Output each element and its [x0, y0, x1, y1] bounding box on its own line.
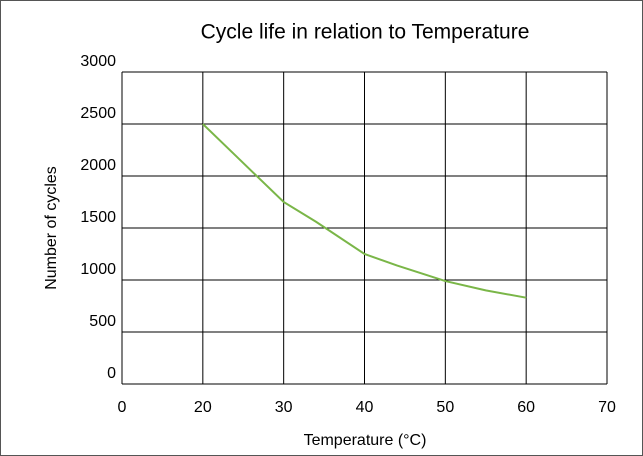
y-tick-label: 500 — [89, 313, 116, 330]
y-tick-label: 2000 — [80, 157, 116, 174]
chart-title: Cycle life in relation to Temperature — [201, 21, 530, 44]
x-tick-label: 0 — [118, 399, 127, 416]
x-tick-label: 70 — [598, 399, 616, 416]
data-line — [202, 123, 527, 299]
y-tick-label: 0 — [107, 365, 116, 382]
x-tick-label: 20 — [194, 399, 212, 416]
x-axis-title: Temperature (°C) — [304, 432, 427, 449]
x-tick-label: 40 — [356, 399, 374, 416]
x-tick-label: 50 — [436, 399, 454, 416]
y-axis-title: Number of cycles — [43, 166, 60, 290]
x-tick-label: 60 — [517, 399, 535, 416]
y-tick-label: 2500 — [80, 105, 116, 122]
y-tick-label: 1000 — [80, 261, 116, 278]
y-tick-label: 3000 — [80, 53, 116, 70]
x-tick-label: 30 — [275, 399, 293, 416]
y-tick-label: 1500 — [80, 209, 116, 226]
